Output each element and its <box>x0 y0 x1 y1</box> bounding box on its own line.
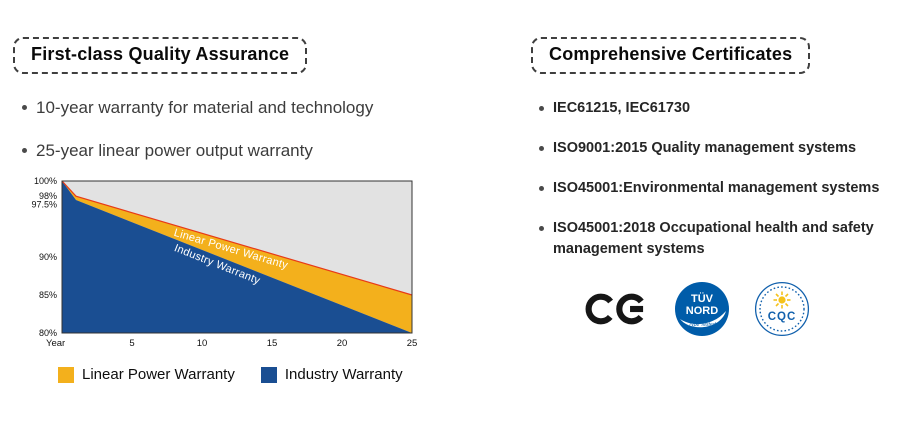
cqc-logo-icon: CQC <box>754 281 810 337</box>
bullet-dot <box>539 186 544 192</box>
quality-assurance-title-box: First-class Quality Assurance <box>13 37 308 74</box>
linear-power-line <box>61 180 413 296</box>
bullet-text: ISO45001:2018 Occupational health and sa… <box>553 220 874 258</box>
quality-bullet-list: 10-year warranty for material and techno… <box>22 97 373 183</box>
list-item: 10-year warranty for material and techno… <box>22 97 373 119</box>
quality-assurance-title: First-class Quality Assurance <box>31 44 290 64</box>
bullet-dot <box>539 226 544 232</box>
x-axis-title: Year <box>46 338 65 349</box>
certificates-title-box: Comprehensive Certificates <box>531 37 811 74</box>
chart-legend: Linear Power Warranty Industry Warranty <box>58 366 403 383</box>
bullet-dot <box>539 106 544 111</box>
plot-border <box>61 180 413 334</box>
tuv-text-line2: NORD <box>686 305 718 317</box>
bullet-text: ISO9001:2015 Quality management systems <box>553 140 857 157</box>
certificate-bullet-list: IEC61215, IEC61730 ISO9001:2015 Quality … <box>539 98 901 279</box>
y-tick-label: 97.5% <box>31 200 57 210</box>
warranty-chart: 100% 98% 97.5% 90% 85% 80% 5 10 15 20 25 Year Linear… <box>14 176 424 364</box>
certificates-title: Comprehensive Certificates <box>549 44 793 64</box>
industry-area <box>62 181 412 333</box>
y-tick-label: 90% <box>39 252 57 262</box>
bullet-text: 25-year linear power output warranty <box>36 141 313 160</box>
ce-letter-c <box>585 293 617 325</box>
cqc-outer-ring <box>754 281 810 337</box>
list-item: ISO9001:2015 Quality management systems <box>539 138 901 159</box>
bullet-dot <box>22 105 27 110</box>
bullet-text: IEC61215, IEC61730 <box>553 100 691 116</box>
legend-swatch-industry <box>260 366 277 383</box>
ce-mark-icon <box>585 293 647 325</box>
certificate-logos: TÜV NORD Type Tested CQC <box>584 281 810 337</box>
list-item: 25-year linear power output warranty <box>22 140 373 162</box>
tuv-swoosh <box>680 311 726 328</box>
list-item: ISO45001:2018 Occupational health and sa… <box>539 218 901 260</box>
y-tick-label: 80% <box>39 328 57 338</box>
legend-item: Industry Warranty <box>260 366 403 383</box>
tuv-nord-logo-icon: TÜV NORD Type Tested <box>675 282 729 336</box>
x-tick-label: 5 <box>129 338 134 349</box>
ce-letter-e-arc <box>616 293 647 325</box>
y-tick-label: 98% <box>39 191 57 201</box>
cqc-sun-icon <box>773 291 791 309</box>
warranty-chart-svg: 100%98%97.5%90%85%80%5 10 15 20 25YearLinear… <box>31 176 418 349</box>
cqc-text-ring <box>759 286 805 332</box>
tuv-text-line3: Type Tested <box>689 322 716 328</box>
y-tick-label: 100% <box>34 177 57 186</box>
bullet-dot <box>22 148 27 153</box>
x-tick-label: 25 <box>407 338 418 349</box>
x-tick-label: 20 <box>337 338 348 349</box>
linear-power-area <box>62 181 412 333</box>
cqc-text: CQC <box>768 311 797 323</box>
list-item: IEC61215, IEC61730 <box>539 98 901 119</box>
legend-label: Industry Warranty <box>284 366 403 383</box>
bullet-text: ISO45001:Environmental management system… <box>553 180 880 197</box>
legend-swatch-linear-power <box>58 366 74 383</box>
list-item: ISO45001:Environmental management system… <box>539 178 901 199</box>
y-tick-label: 85% <box>39 290 57 300</box>
bullet-dot <box>539 146 544 152</box>
x-tick-label: 10 <box>197 338 208 349</box>
legend-label: Linear Power Warranty <box>82 366 235 383</box>
bullet-text: 10-year warranty for material and techno… <box>36 98 374 117</box>
legend-item: Linear Power Warranty <box>58 366 235 383</box>
tuv-text-line1: TÜV <box>691 292 714 305</box>
x-tick-label: 15 <box>267 338 278 349</box>
